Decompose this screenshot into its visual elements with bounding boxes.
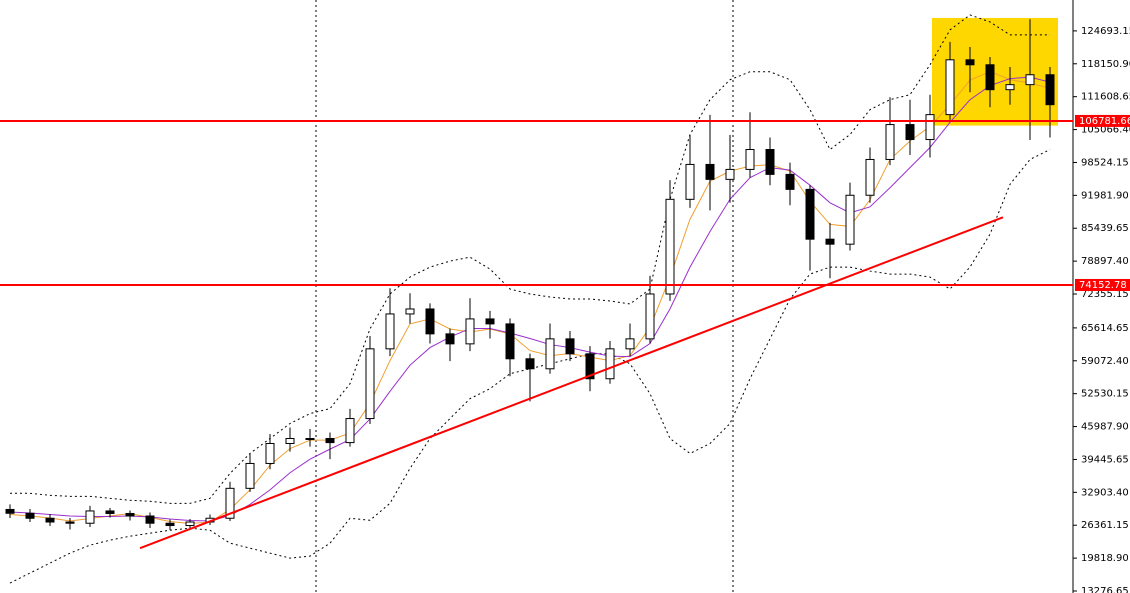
candle-body xyxy=(1005,84,1015,91)
candle-body xyxy=(405,308,415,315)
candle-body xyxy=(1045,74,1055,106)
candle-body xyxy=(45,517,55,523)
candle-body xyxy=(225,487,235,519)
candle-body xyxy=(905,124,915,141)
candle-body xyxy=(785,173,795,190)
y-tick-label: 118150.90 xyxy=(1081,59,1130,70)
candle-body xyxy=(525,358,535,370)
candle-body xyxy=(945,59,955,116)
moving-average xyxy=(9,76,1051,522)
candle-body xyxy=(165,522,175,527)
candle-body xyxy=(465,318,475,345)
y-tick-label: 45987.90 xyxy=(1081,422,1129,433)
candle-body xyxy=(325,438,335,444)
candle-body xyxy=(365,348,375,420)
candle-body xyxy=(725,168,735,180)
candle-body xyxy=(345,418,355,444)
moving-average xyxy=(9,71,1051,525)
y-tick-label: 52530.15 xyxy=(1081,389,1129,400)
y-tick-label: 105066.40 xyxy=(1081,125,1130,136)
level-label: 74152.78 xyxy=(1079,280,1127,291)
candle-body xyxy=(645,293,655,340)
candle-body xyxy=(965,59,975,66)
candle-body xyxy=(145,515,155,524)
candle-body xyxy=(885,124,895,160)
candle-body xyxy=(445,333,455,345)
candle-body xyxy=(105,510,115,514)
candle-body xyxy=(605,348,615,380)
y-tick-label: 26361.15 xyxy=(1081,520,1129,531)
candle-body xyxy=(705,163,715,180)
candle-body xyxy=(925,114,935,141)
candle-body xyxy=(125,512,135,517)
candle-body xyxy=(385,313,395,350)
candle-body xyxy=(745,149,755,170)
y-tick-label: 111608.65 xyxy=(1081,92,1130,103)
candle-body xyxy=(305,438,315,441)
y-tick-label: 59072.40 xyxy=(1081,356,1129,367)
candle-body xyxy=(265,442,275,464)
candle-body xyxy=(985,64,995,91)
trend-line xyxy=(139,216,1004,550)
candle-body xyxy=(65,521,75,524)
y-tick-label: 78897.40 xyxy=(1081,256,1129,267)
candle-body xyxy=(565,338,575,355)
candle-body xyxy=(85,510,95,524)
bollinger-band xyxy=(10,14,1050,504)
y-tick-label: 19818.90 xyxy=(1081,553,1129,564)
candle-body xyxy=(805,188,815,240)
y-tick-label: 72355.15 xyxy=(1081,289,1129,300)
y-tick-label: 85439.65 xyxy=(1081,223,1129,234)
level-label: 106781.66 xyxy=(1079,116,1130,127)
candle-body xyxy=(665,198,675,295)
candle-body xyxy=(25,512,35,519)
candle-body xyxy=(625,338,635,350)
candle-body xyxy=(845,194,855,245)
candle-body xyxy=(285,438,295,444)
y-tick-label: 65614.65 xyxy=(1081,323,1129,334)
candle-body xyxy=(5,508,15,514)
candle-body xyxy=(185,521,195,527)
level-label-box xyxy=(1075,114,1130,127)
candle-body xyxy=(1025,74,1035,86)
candle-body xyxy=(505,323,515,360)
candle-body xyxy=(545,338,555,370)
y-tick-label: 32903.40 xyxy=(1081,487,1129,498)
y-tick-label: 39445.65 xyxy=(1081,454,1129,465)
candle-body xyxy=(485,318,495,325)
candle-body xyxy=(425,308,435,335)
candle-body xyxy=(865,158,875,196)
y-tick-label: 124693.15 xyxy=(1081,26,1130,37)
candle-body xyxy=(765,149,775,175)
y-tick-label: 13276.65 xyxy=(1081,586,1129,593)
candle-body xyxy=(825,238,835,245)
level-label-box xyxy=(1075,278,1130,291)
candle-body xyxy=(585,353,595,380)
y-tick-label: 91981.90 xyxy=(1081,190,1129,201)
candle-body xyxy=(245,462,255,489)
y-tick-label: 98524.15 xyxy=(1081,157,1129,168)
candle-body xyxy=(685,163,695,200)
